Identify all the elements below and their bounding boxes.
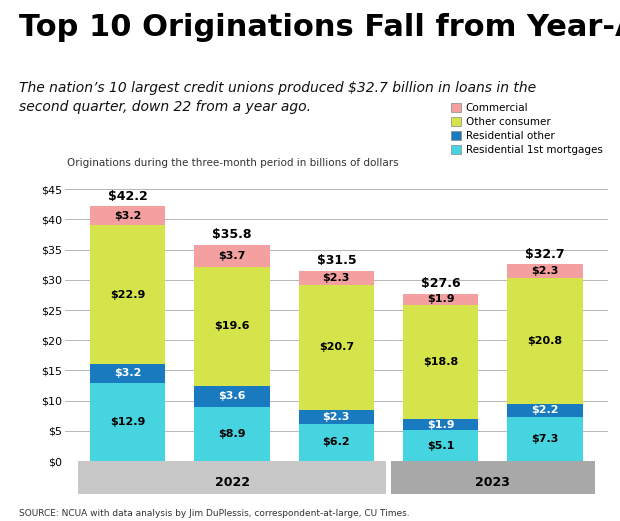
Bar [299, 271, 374, 284]
Text: $2.3: $2.3 [322, 272, 350, 283]
Bar [299, 424, 374, 461]
Bar [78, 461, 386, 494]
Text: $6.2: $6.2 [322, 437, 350, 448]
Bar [299, 284, 374, 410]
Bar [507, 404, 583, 417]
Text: $3.7: $3.7 [218, 251, 246, 261]
Text: $5.1: $5.1 [427, 441, 454, 451]
Bar [403, 294, 478, 305]
Text: The nation’s 10 largest credit unions produced $32.7 billion in loans in the
sec: The nation’s 10 largest credit unions pr… [19, 81, 536, 114]
Bar [403, 430, 478, 461]
Text: $27.6: $27.6 [421, 277, 461, 290]
Bar [90, 206, 166, 226]
Text: $22.9: $22.9 [110, 290, 145, 300]
Bar [507, 264, 583, 278]
Legend: Commercial, Other consumer, Residential other, Residential 1st mortgages: Commercial, Other consumer, Residential … [451, 103, 603, 155]
Text: $35.8: $35.8 [212, 228, 252, 241]
Text: Top 10 Originations Fall from Year-Ago: Top 10 Originations Fall from Year-Ago [19, 13, 620, 42]
Bar [403, 305, 478, 419]
Text: Originations during the three-month period in billions of dollars: Originations during the three-month peri… [67, 158, 399, 168]
Text: $3.2: $3.2 [114, 211, 141, 221]
Text: $31.5: $31.5 [317, 254, 356, 267]
Bar [195, 267, 270, 386]
Text: $42.2: $42.2 [108, 190, 148, 203]
Text: $7.3: $7.3 [531, 434, 559, 444]
Text: 2022: 2022 [215, 476, 249, 489]
Text: 2023: 2023 [476, 476, 510, 489]
Text: $20.8: $20.8 [528, 336, 562, 346]
Text: $20.7: $20.7 [319, 342, 354, 352]
Text: $18.8: $18.8 [423, 357, 458, 367]
Text: $1.9: $1.9 [427, 294, 454, 304]
Bar [299, 410, 374, 424]
Text: $8.9: $8.9 [218, 429, 246, 439]
Text: $3.2: $3.2 [114, 368, 141, 378]
Text: $2.2: $2.2 [531, 405, 559, 415]
Text: $2.3: $2.3 [531, 266, 559, 276]
Bar [391, 461, 595, 494]
Bar [507, 278, 583, 404]
Text: SOURCE: NCUA with data analysis by Jim DuPlessis, correspondent-at-large, CU Tim: SOURCE: NCUA with data analysis by Jim D… [19, 510, 409, 518]
Text: $2.3: $2.3 [322, 412, 350, 421]
Bar [90, 364, 166, 383]
Text: $12.9: $12.9 [110, 417, 145, 427]
Bar [195, 407, 270, 461]
Bar [507, 417, 583, 461]
Text: $19.6: $19.6 [215, 321, 250, 331]
Text: $3.6: $3.6 [218, 391, 246, 402]
Bar [195, 245, 270, 267]
Bar [90, 383, 166, 461]
Bar [90, 226, 166, 364]
Bar [403, 419, 478, 430]
Text: $32.7: $32.7 [525, 247, 565, 260]
Bar [195, 386, 270, 407]
Text: $1.9: $1.9 [427, 419, 454, 429]
